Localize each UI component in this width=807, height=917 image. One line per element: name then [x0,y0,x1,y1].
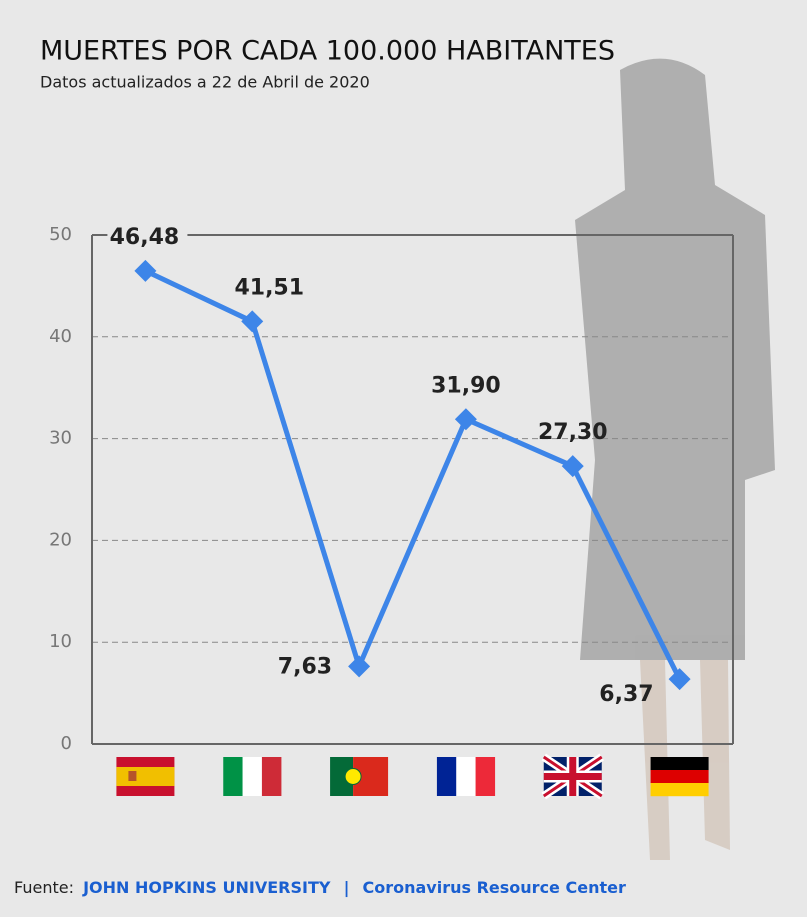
source-separator: | [344,878,350,898]
marker [668,668,691,691]
flag-stripe [456,757,476,796]
data-label: 31,90 [431,373,501,398]
marker [134,259,157,282]
y-tick-label: 40 [49,326,72,347]
y-tick-label: 30 [49,428,72,449]
data-label: 27,30 [538,420,608,445]
category-flag [223,757,282,796]
category-flag [436,757,496,796]
flag-stripe [330,757,354,796]
y-tick-label: 50 [49,224,72,245]
y-tick-label: 0 [61,733,72,754]
y-tick-label: 20 [49,529,72,550]
flag-cross [543,757,602,796]
source: Fuente: JOHN HOPKINS UNIVERSITY | Corona… [14,878,626,898]
marker [348,655,371,678]
chart-subtitle: Datos actualizados a 22 de Abril de 2020 [40,73,370,92]
flag-emblem [344,768,362,785]
data-label: 46,48 [110,225,180,250]
data-label: 7,63 [278,654,332,679]
flag-stripe [261,757,282,796]
category-flag [116,757,175,796]
flag-stripe [436,757,457,796]
label-bg [107,222,188,253]
chart-title: MUERTES POR CADA 100.000 HABITANTES [40,36,615,67]
line [144,268,682,681]
flag-emblem [128,771,137,781]
source-detail: Coronavirus Resource Center [363,878,626,897]
marker [241,310,264,333]
flag-stripe [475,757,496,796]
marker [561,455,584,478]
data-label: 41,51 [234,275,304,300]
y-tick-label: 10 [49,631,72,652]
marker [454,408,477,431]
source-name: JOHN HOPKINS UNIVERSITY [82,878,331,897]
source-label: Fuente: [14,878,74,897]
flag-stripe [650,770,709,784]
category-flag [650,757,709,797]
decorative-figure [575,58,775,860]
flag-stripe [223,757,243,796]
data-label: 6,37 [599,682,653,707]
flag-stripe [116,767,175,786]
flag-stripe [242,757,263,796]
flag-stripe [650,757,709,771]
category-flag [330,757,389,796]
flag-stripe [650,783,709,797]
category-flag [541,753,604,800]
